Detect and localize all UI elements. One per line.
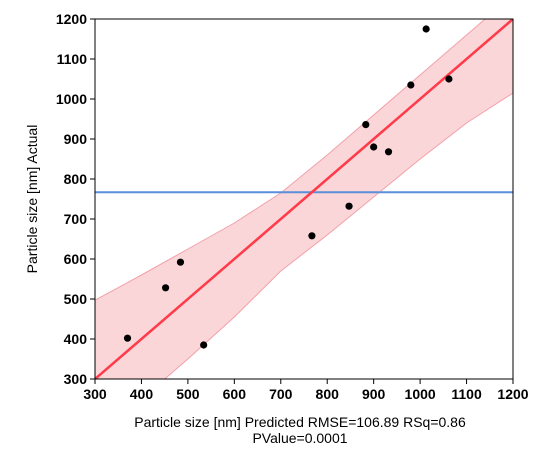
x-tick-label: 400 [130, 386, 154, 402]
y-tick-label: 1200 [56, 11, 87, 27]
y-tick-label: 600 [64, 251, 88, 267]
points-layer [123, 25, 453, 349]
data-point [362, 121, 370, 129]
x-tick-label: 900 [362, 386, 386, 402]
x-tick-label: 1100 [451, 386, 482, 402]
confidence-band-lower [163, 92, 513, 379]
y-tick-label: 1100 [57, 51, 88, 67]
data-point [200, 341, 208, 349]
data-point [370, 143, 378, 151]
data-point [161, 284, 170, 292]
data-point [308, 232, 316, 240]
fit-line-layer [95, 19, 513, 379]
x-axis-label: Particle size [nm] Predicted RMSE=106.89… [134, 414, 466, 430]
x-ticks: 300 400 500 600 700 800 900 1000 1100 1200 [83, 379, 529, 402]
confidence-band-upper [95, 19, 486, 301]
y-tick-label: 700 [64, 211, 88, 227]
y-axis-label: Particle size [nm] Actual [24, 125, 40, 274]
data-point [176, 258, 185, 266]
y-tick-label: 800 [64, 171, 88, 187]
data-point [345, 202, 353, 210]
x-tick-label: 600 [223, 386, 247, 402]
x-tick-label: 800 [316, 386, 340, 402]
y-tick-label: 300 [64, 371, 88, 387]
confidence-band [95, 19, 513, 379]
y-tick-label: 400 [64, 331, 88, 347]
y-tick-label: 1000 [56, 91, 87, 107]
y-tick-label: 900 [64, 131, 88, 147]
x-axis-label-line2: PValue=0.0001 [252, 430, 347, 446]
y-tick-label: 500 [64, 291, 88, 307]
x-tick-label: 1200 [497, 386, 528, 402]
fit-line [95, 19, 513, 379]
confidence-band-layer [95, 19, 513, 379]
data-point [384, 148, 393, 156]
data-point [422, 25, 430, 33]
data-point [407, 81, 415, 89]
data-point [123, 334, 132, 342]
x-tick-label: 300 [83, 386, 107, 402]
y-ticks: 300 400 500 600 700 800 900 1000 1100 1200 [56, 11, 95, 387]
x-tick-label: 700 [269, 386, 293, 402]
plot-frame [94, 18, 514, 380]
x-tick-label: 1000 [405, 386, 436, 402]
data-point [445, 75, 453, 83]
x-tick-label: 500 [176, 386, 200, 402]
